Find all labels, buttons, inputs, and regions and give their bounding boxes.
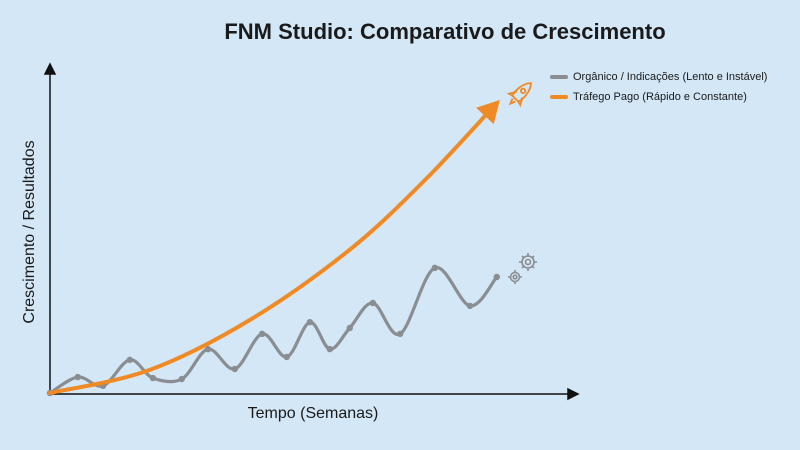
data-point bbox=[126, 356, 133, 364]
x-axis-label: Tempo (Semanas) bbox=[248, 405, 379, 422]
axes bbox=[43, 62, 580, 401]
gears-icon bbox=[508, 253, 537, 284]
data-point bbox=[306, 318, 314, 326]
data-point bbox=[283, 353, 290, 361]
rocket-icon bbox=[506, 82, 532, 108]
chart-title: FNM Studio: Comparativo de Crescimento bbox=[224, 19, 665, 44]
data-point bbox=[369, 299, 377, 307]
arrow-head bbox=[476, 99, 500, 125]
data-point bbox=[326, 345, 334, 353]
series-line bbox=[48, 108, 493, 395]
data-point bbox=[466, 302, 474, 310]
x-axis-arrow bbox=[567, 387, 580, 401]
data-point bbox=[204, 345, 212, 353]
y-axis-arrow bbox=[43, 62, 57, 75]
data-point bbox=[74, 373, 82, 381]
legend-label: Orgânico / Indicações (Lento e Instável) bbox=[573, 71, 767, 83]
y-axis-label: Crescimento / Resultados bbox=[21, 140, 38, 323]
data-point bbox=[149, 374, 157, 382]
data-point bbox=[431, 264, 439, 272]
legend-label: Tráfego Pago (Rápido e Constante) bbox=[573, 91, 747, 103]
data-point bbox=[346, 324, 353, 332]
data-point bbox=[396, 330, 404, 338]
data-point bbox=[493, 273, 500, 281]
data-point bbox=[258, 330, 266, 338]
data-point bbox=[231, 365, 238, 373]
data-point bbox=[178, 375, 185, 383]
